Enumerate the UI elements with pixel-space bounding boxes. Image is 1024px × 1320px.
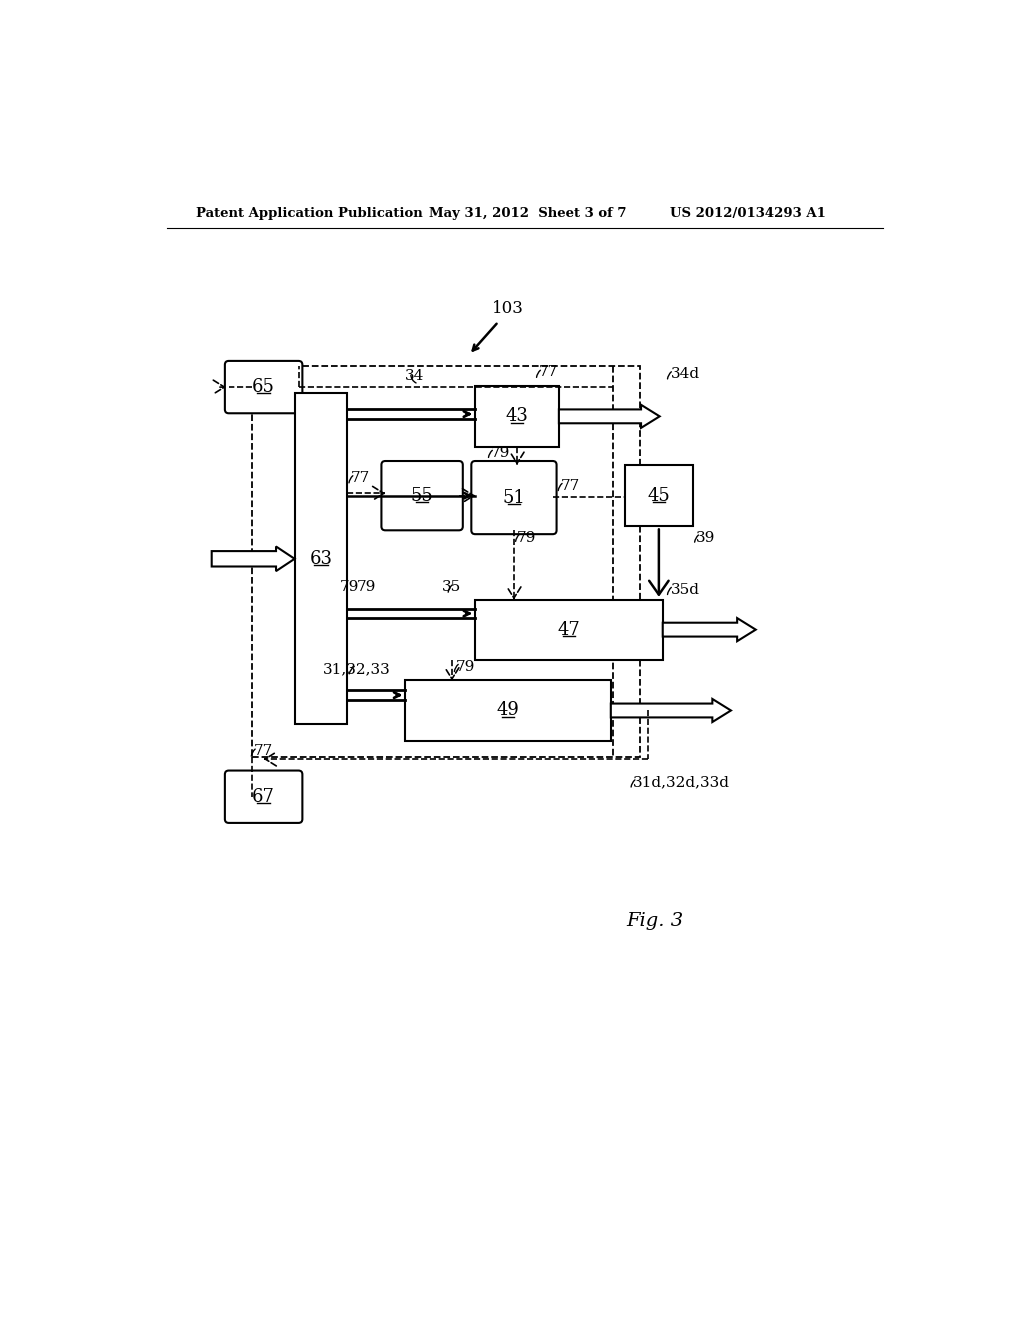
Text: 77: 77 — [351, 471, 371, 484]
Text: 31,32,33: 31,32,33 — [323, 661, 390, 676]
Bar — [475, 599, 663, 660]
Text: 47: 47 — [558, 620, 581, 639]
Bar — [475, 385, 559, 447]
Text: 63: 63 — [309, 550, 333, 568]
Text: 49: 49 — [497, 701, 519, 719]
Text: Fig. 3: Fig. 3 — [627, 912, 684, 929]
FancyArrow shape — [663, 618, 756, 642]
Text: 79: 79 — [357, 581, 377, 594]
FancyArrow shape — [611, 700, 731, 722]
Text: 45: 45 — [647, 487, 671, 504]
Bar — [295, 393, 347, 725]
Bar — [406, 681, 611, 741]
FancyArrow shape — [212, 546, 295, 572]
Text: 79: 79 — [456, 660, 475, 673]
Text: 77: 77 — [539, 366, 558, 379]
Text: 31d,32d,33d: 31d,32d,33d — [633, 775, 729, 789]
Text: US 2012/0134293 A1: US 2012/0134293 A1 — [671, 207, 826, 220]
Text: 103: 103 — [492, 300, 523, 317]
Bar — [252, 367, 640, 758]
FancyBboxPatch shape — [225, 771, 302, 822]
Text: 35: 35 — [441, 581, 461, 594]
Text: 55: 55 — [411, 487, 433, 504]
Text: 34: 34 — [406, 370, 424, 383]
Text: 34d: 34d — [671, 367, 699, 381]
Text: Patent Application Publication: Patent Application Publication — [197, 207, 423, 220]
FancyArrow shape — [559, 405, 659, 428]
FancyBboxPatch shape — [225, 360, 302, 413]
Bar — [625, 465, 693, 527]
Text: 77: 77 — [254, 744, 272, 758]
Text: 39: 39 — [696, 531, 716, 545]
Text: 79: 79 — [490, 446, 510, 459]
FancyBboxPatch shape — [381, 461, 463, 531]
Text: 79: 79 — [517, 531, 537, 545]
Text: 65: 65 — [252, 378, 275, 396]
Text: 79: 79 — [340, 581, 359, 594]
Text: 51: 51 — [503, 488, 525, 507]
Text: 67: 67 — [252, 788, 275, 805]
Text: 43: 43 — [506, 408, 528, 425]
FancyBboxPatch shape — [471, 461, 557, 535]
Text: May 31, 2012  Sheet 3 of 7: May 31, 2012 Sheet 3 of 7 — [429, 207, 627, 220]
Text: 77: 77 — [560, 479, 580, 492]
Text: 35d: 35d — [671, 582, 699, 597]
